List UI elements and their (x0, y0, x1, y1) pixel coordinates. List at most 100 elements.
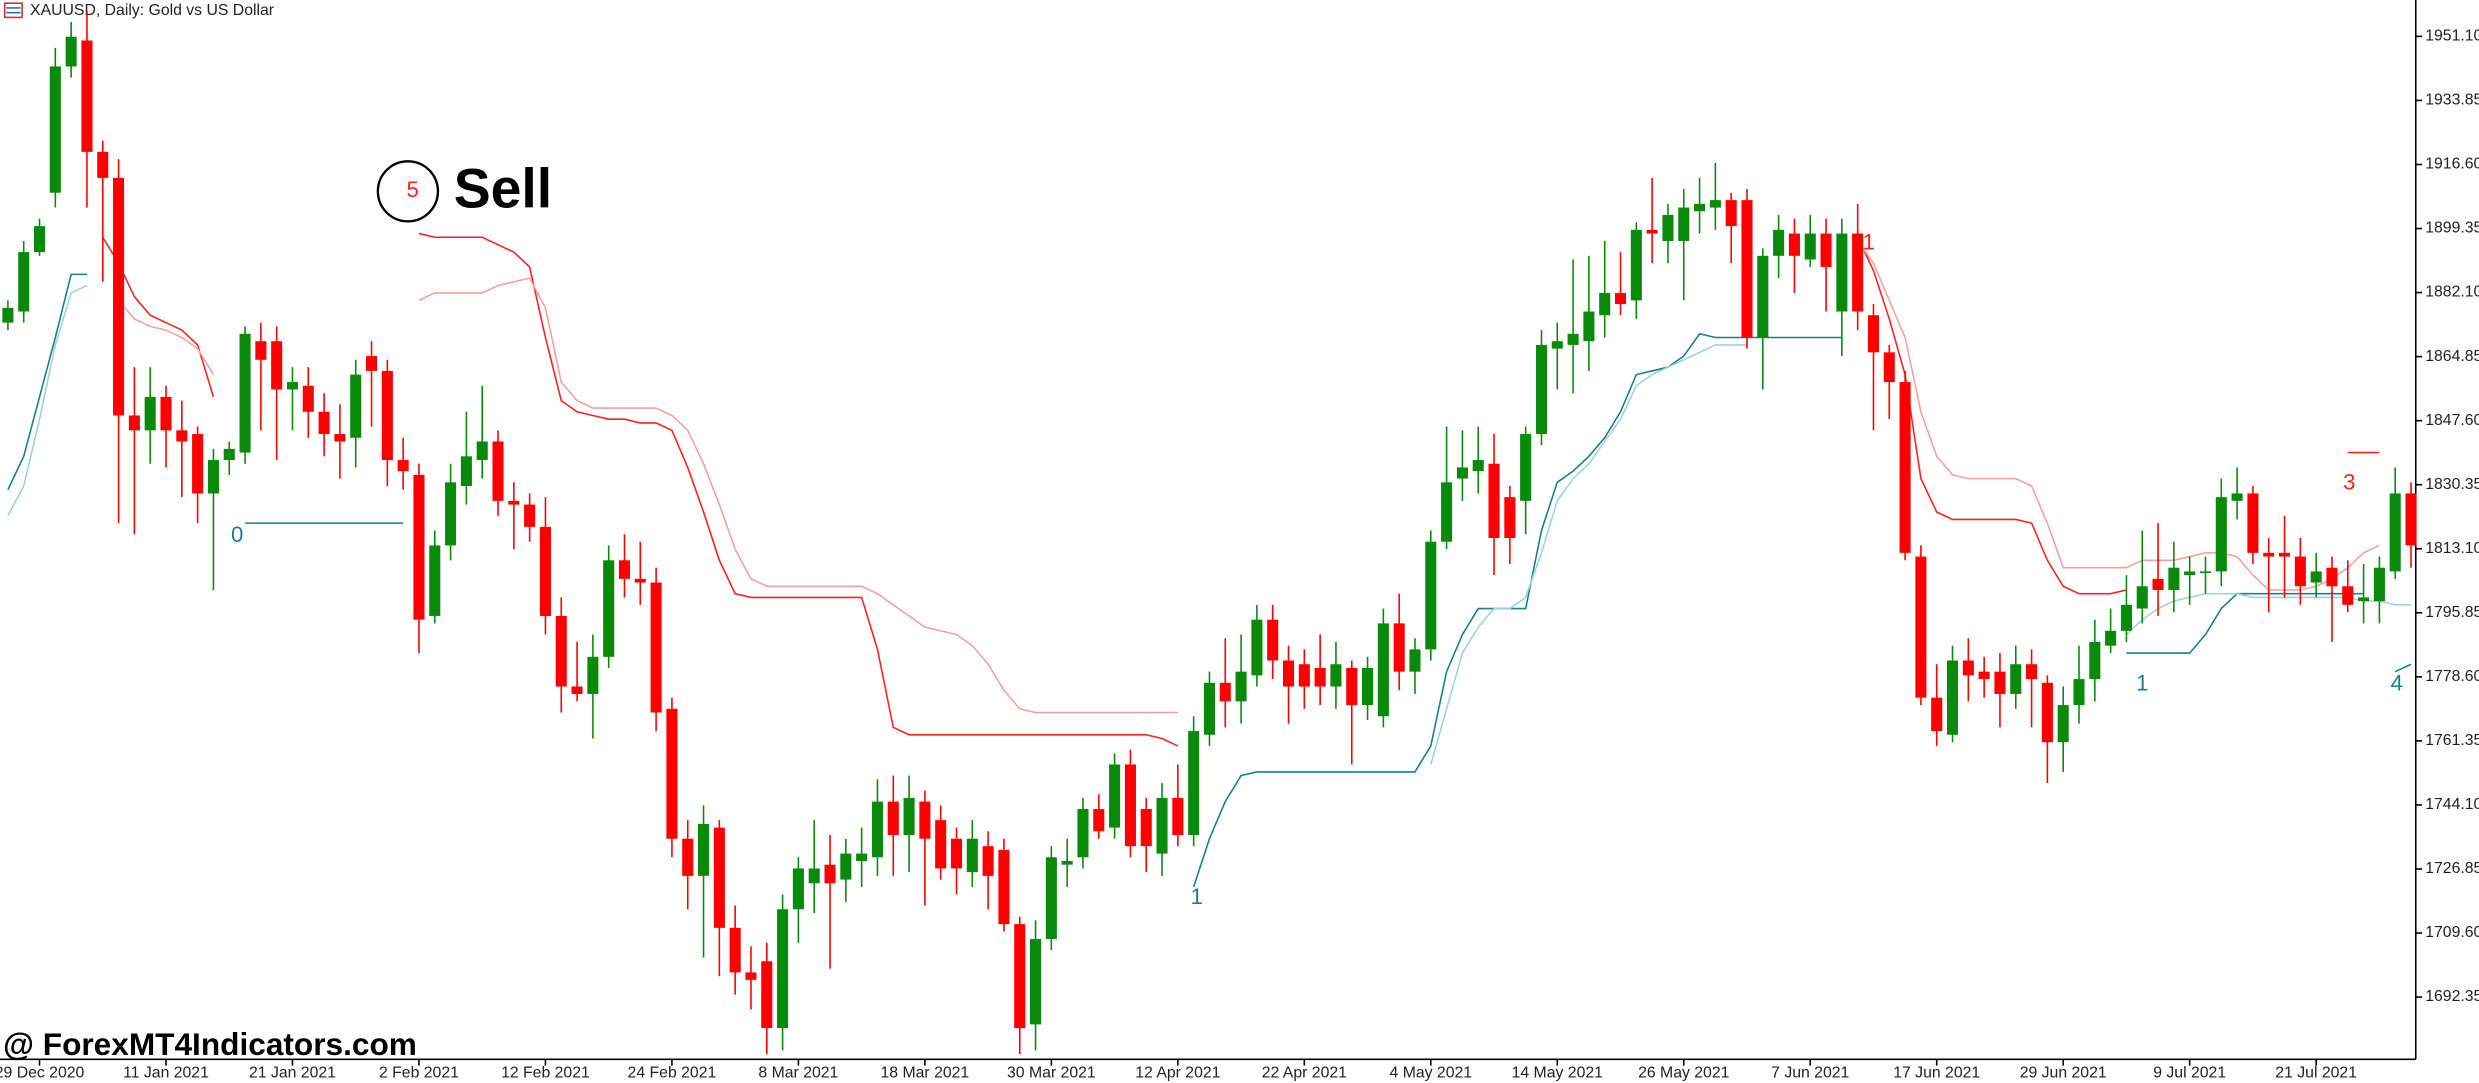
x-tick-label: 17 Jun 2021 (1893, 1065, 1980, 1082)
x-tick-label: 9 Jul 2021 (2153, 1065, 2226, 1082)
candle-body (1425, 541, 1437, 650)
candle-body (634, 578, 646, 583)
annotation: 3 (2343, 470, 2355, 495)
candle-body (445, 482, 457, 546)
candle-body (1188, 731, 1200, 836)
candle-body (97, 151, 109, 178)
candle-body (1551, 341, 1563, 349)
candle-body (603, 560, 615, 657)
candle-body (2263, 552, 2275, 557)
candle-body (1203, 682, 1215, 735)
candle-body (1409, 649, 1421, 672)
candle-body (2184, 571, 2196, 576)
y-tick-label: 1744.10 (2425, 796, 2479, 813)
candle-body (460, 456, 472, 487)
candle-body (1773, 229, 1785, 256)
candle-body (1836, 233, 1848, 312)
candle-body (524, 504, 536, 527)
candle-body (1267, 619, 1279, 661)
candle-body (777, 909, 789, 1029)
candle-body (2152, 578, 2164, 590)
candle-body (176, 430, 188, 442)
candle-body (255, 341, 267, 360)
candle-body (192, 434, 204, 494)
y-tick-label: 1847.60 (2425, 412, 2479, 429)
candle-body (587, 656, 599, 694)
candle-body (555, 615, 567, 687)
y-tick-label: 1882.10 (2425, 284, 2479, 301)
candle-body (792, 868, 804, 910)
candle-body (2373, 567, 2385, 602)
x-tick-label: 18 Mar 2021 (881, 1065, 970, 1082)
candle-body (1393, 623, 1405, 672)
candle-body (2105, 630, 2117, 646)
candle-body (1630, 229, 1642, 301)
candle-body (2010, 664, 2022, 694)
signal-label: Sell (454, 158, 552, 220)
candle-body (1314, 667, 1326, 687)
candle-body (1994, 671, 2006, 694)
annotation: 0 (231, 522, 243, 547)
candle-body (239, 333, 251, 453)
candle-body (207, 460, 219, 494)
candle-body (429, 545, 441, 616)
candle-body (887, 801, 899, 836)
x-tick-label: 21 Jan 2021 (249, 1065, 336, 1082)
candle-body (65, 36, 77, 67)
candle-body (713, 827, 725, 928)
candle-body (1962, 660, 1974, 676)
candle-body (1520, 434, 1532, 501)
candle-body (1504, 497, 1516, 538)
candle-body (318, 411, 330, 435)
candle-body (840, 853, 852, 880)
candle-body (2168, 567, 2180, 590)
candle-body (1757, 255, 1769, 338)
candle-body (808, 868, 820, 884)
indicator-line (117, 240, 2380, 714)
candle-body (2089, 641, 2101, 680)
candle-body (271, 341, 283, 390)
candle-body (2405, 493, 2417, 546)
candle-body (2136, 586, 2148, 609)
y-tick-label: 1899.35 (2425, 220, 2479, 237)
candle-body (761, 961, 773, 1029)
candle-body (745, 972, 757, 980)
candle-body (1583, 311, 1595, 342)
candle-body (508, 500, 520, 505)
candle-body (1456, 467, 1468, 479)
candle-body (1077, 809, 1089, 858)
candle-body (1362, 667, 1374, 706)
candle-body (1377, 623, 1389, 717)
candle-body (666, 708, 678, 839)
candle-body (1614, 292, 1627, 305)
annotation: 4 (2391, 670, 2403, 695)
candle-body (2294, 556, 2306, 587)
signal-circle (376, 160, 440, 223)
candle-body (366, 356, 378, 371)
candle-body (1109, 764, 1121, 828)
annotation: 5 (406, 177, 418, 202)
x-tick-label: 11 Jan 2021 (123, 1065, 209, 1082)
x-tick-label: 4 May 2021 (1390, 1065, 1473, 1082)
candle-body (1915, 556, 1927, 698)
candle-body (302, 385, 314, 412)
chart-title: XAUUSD, Daily: Gold vs US Dollar (30, 2, 274, 19)
candle-body (682, 838, 694, 876)
candle-body (1235, 671, 1247, 702)
candle-body (966, 838, 978, 873)
candle-body (1030, 938, 1042, 1025)
candle-body (18, 252, 30, 312)
candle-body (350, 374, 362, 438)
y-tick-label: 1761.35 (2425, 732, 2479, 749)
candle-body (1061, 861, 1073, 865)
x-tick-label: 21 Jul 2021 (2275, 1065, 2357, 1082)
candle-body (1045, 857, 1057, 939)
candle-body (334, 434, 346, 442)
candle-body (2026, 664, 2038, 680)
candle-body (1978, 671, 1990, 680)
candle-body (1694, 203, 1706, 212)
candle-body (650, 582, 662, 713)
candle-body (2120, 604, 2132, 631)
